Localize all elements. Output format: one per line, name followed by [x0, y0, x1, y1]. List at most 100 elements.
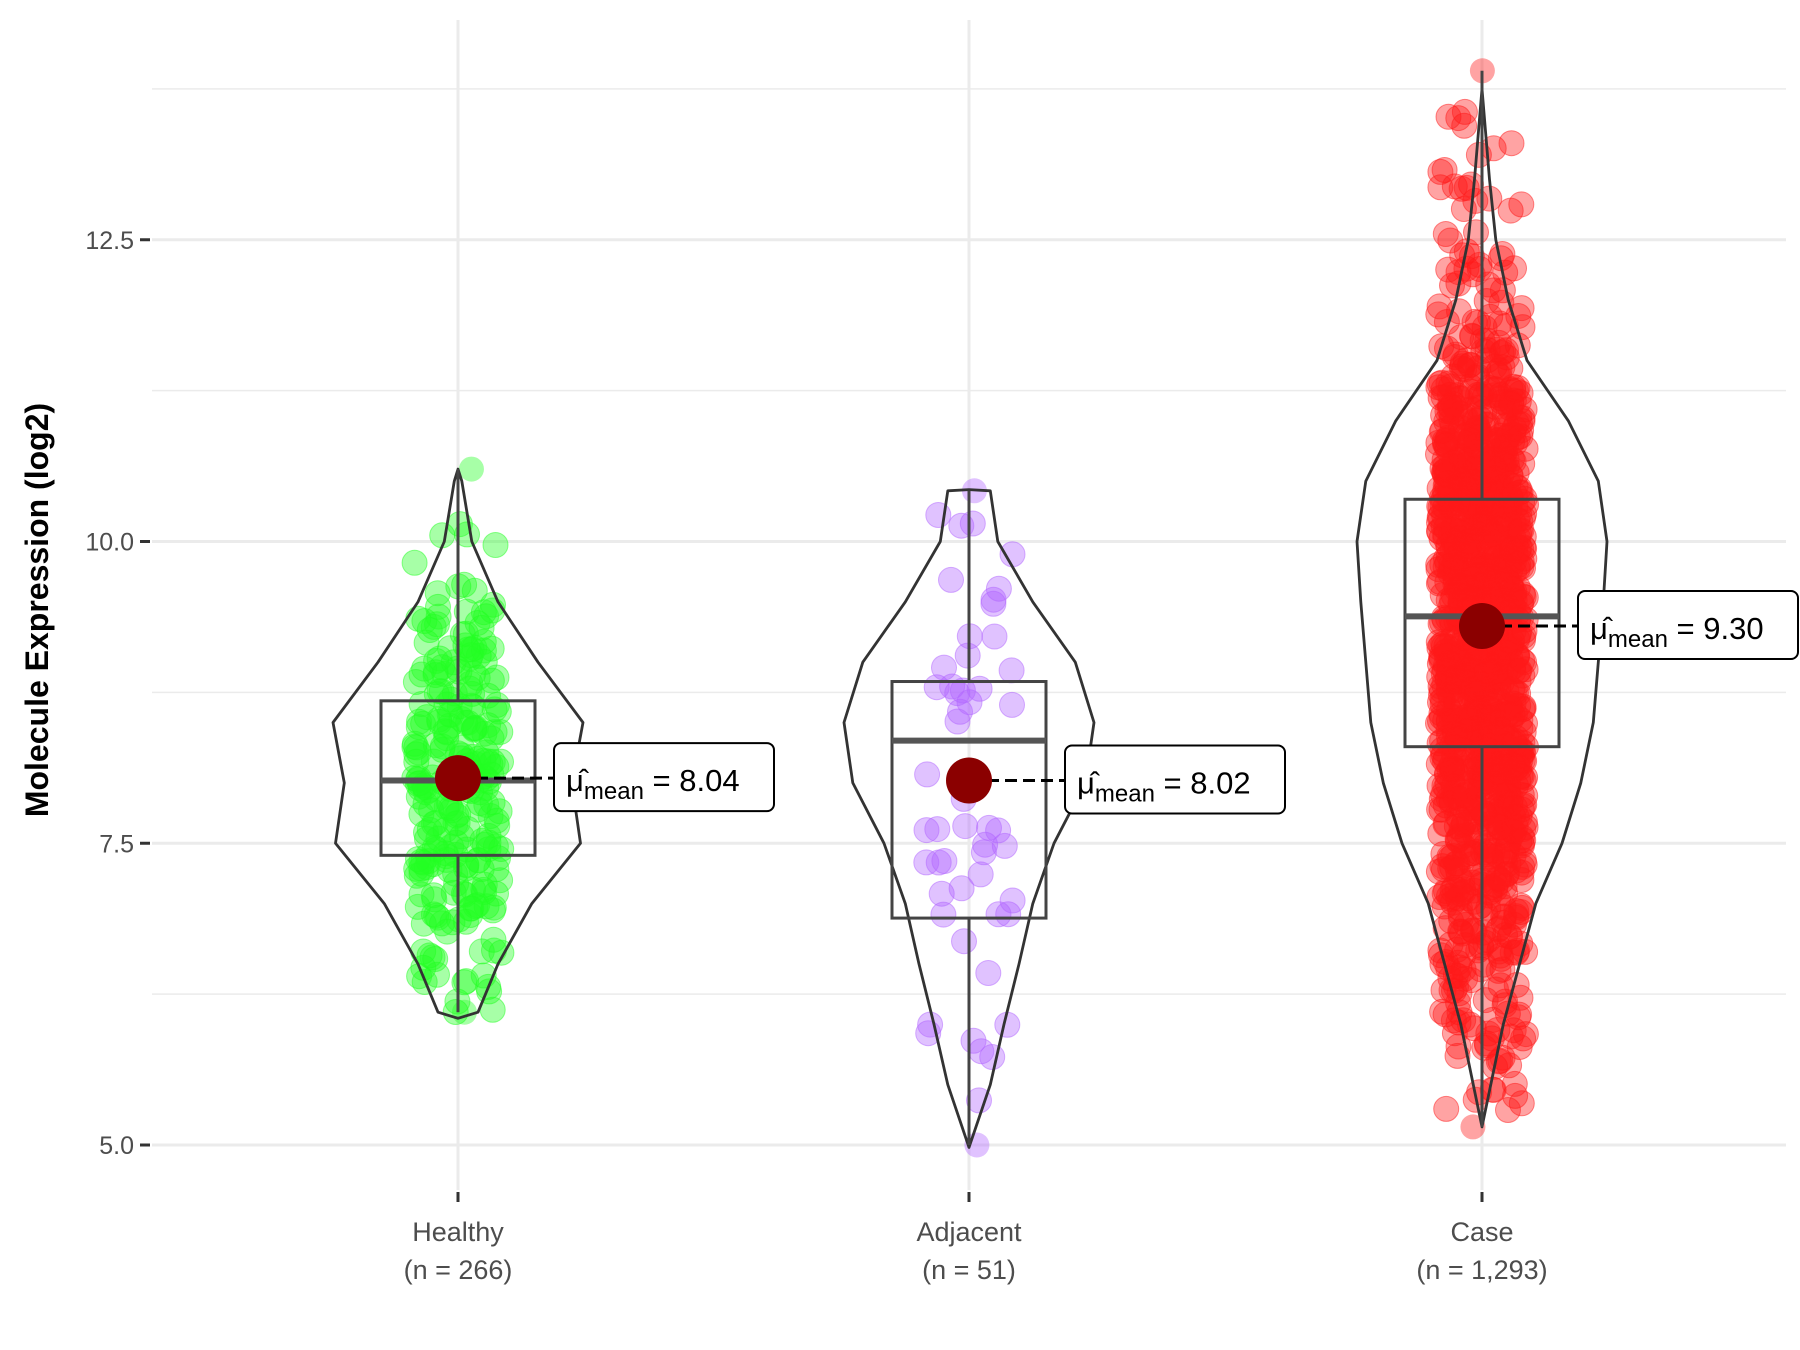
data-point [1498, 576, 1525, 603]
data-point [1433, 470, 1460, 497]
data-point [1510, 827, 1537, 854]
data-point [1492, 754, 1518, 781]
data-point [1451, 112, 1478, 139]
data-point [925, 502, 952, 528]
data-point [980, 590, 1007, 617]
data-point [1512, 1021, 1539, 1048]
data-point [1458, 705, 1485, 732]
data-point [1433, 642, 1460, 669]
data-point [979, 1044, 1006, 1070]
data-point [480, 926, 507, 953]
data-point [1426, 634, 1453, 661]
data-point [1506, 657, 1533, 684]
data-point [1426, 884, 1453, 910]
data-point [483, 807, 510, 834]
data-point [425, 825, 452, 852]
mean-subscript: mean [584, 778, 644, 805]
data-point [1456, 528, 1483, 555]
data-point [1468, 671, 1495, 698]
data-point [488, 748, 514, 775]
data-point [1504, 374, 1531, 401]
data-point [924, 816, 951, 843]
x-axis: Healthy (n = 266) Adjacent (n = 51) Case (n =… [404, 1192, 1548, 1285]
data-point [1478, 446, 1505, 472]
data-point [478, 725, 505, 752]
groups: μ̂mean = 8.04 μ̂mean = 8.02 μ̂mean = 9.30 [331, 58, 1799, 1158]
data-point [458, 456, 484, 482]
data-point [1435, 103, 1462, 130]
data-point [477, 751, 504, 778]
data-point [401, 549, 428, 576]
data-point [1435, 542, 1462, 569]
data-point [1508, 867, 1535, 893]
data-point [913, 817, 940, 844]
data-point [443, 802, 470, 829]
data-point [1462, 187, 1489, 214]
data-point [1432, 915, 1459, 942]
data-point [418, 797, 445, 824]
data-point [445, 801, 472, 828]
data-point [1460, 1114, 1486, 1140]
data-point [1427, 820, 1454, 847]
data-point [410, 910, 437, 937]
violin-outline [842, 488, 1096, 1149]
data-point [426, 708, 453, 735]
data-point [1464, 675, 1491, 702]
data-point [1440, 773, 1467, 800]
data-point [1445, 1009, 1472, 1036]
mean-point [1459, 602, 1505, 649]
data-point [464, 610, 491, 636]
mean-label-box [553, 742, 775, 813]
data-point [1430, 856, 1457, 883]
data-point [1427, 158, 1454, 185]
data-point [944, 708, 971, 735]
data-point [1499, 676, 1526, 703]
mean-label: μ̂mean = 8.04 [553, 742, 775, 813]
data-point [1479, 838, 1506, 865]
data-point [1494, 860, 1520, 887]
data-point [1431, 157, 1458, 183]
data-point [422, 946, 449, 972]
data-point [1436, 756, 1463, 783]
group-case: μ̂mean = 9.30 [1355, 58, 1799, 1140]
data-point [453, 968, 480, 995]
mean-label-box [1064, 744, 1286, 815]
data-point [930, 901, 957, 928]
data-point [1477, 576, 1503, 603]
mean-label: μ̂mean = 9.30 [1577, 589, 1799, 660]
data-point [1480, 724, 1507, 750]
data-point [1426, 293, 1453, 320]
data-point [1489, 241, 1516, 267]
data-point [1501, 794, 1528, 821]
x-tick-sample-size: (n = 1,293) [1416, 1255, 1547, 1285]
mean-value: = 9.30 [1668, 611, 1764, 646]
data-point [1446, 525, 1473, 552]
data-point [1504, 804, 1530, 831]
data-point [952, 813, 979, 840]
data-point [461, 577, 488, 604]
data-point [1427, 689, 1453, 716]
data-point [1483, 523, 1509, 550]
mean-value: = 8.02 [1155, 765, 1251, 800]
data-point [475, 822, 502, 849]
data-point [1446, 298, 1472, 325]
data-point [972, 831, 999, 858]
data-point [938, 566, 964, 593]
data-point [481, 696, 508, 723]
data-point [483, 880, 509, 907]
box [890, 680, 1048, 920]
data-point [1457, 575, 1484, 602]
data-point [948, 875, 975, 902]
data-point [1508, 191, 1535, 218]
data-point [999, 691, 1025, 718]
y-axis-title: Molecule Expression (log2) [19, 403, 55, 817]
data-point [1447, 904, 1474, 931]
data-point [1448, 918, 1474, 945]
data-point [1449, 350, 1476, 377]
mean-point [946, 757, 992, 804]
data-point [1508, 742, 1535, 769]
x-tick-label: Adjacent [916, 1217, 1022, 1247]
data-point [1426, 518, 1452, 544]
group-adjacent: μ̂mean = 8.02 [842, 478, 1286, 1158]
x-tick-label: Case [1450, 1217, 1513, 1247]
